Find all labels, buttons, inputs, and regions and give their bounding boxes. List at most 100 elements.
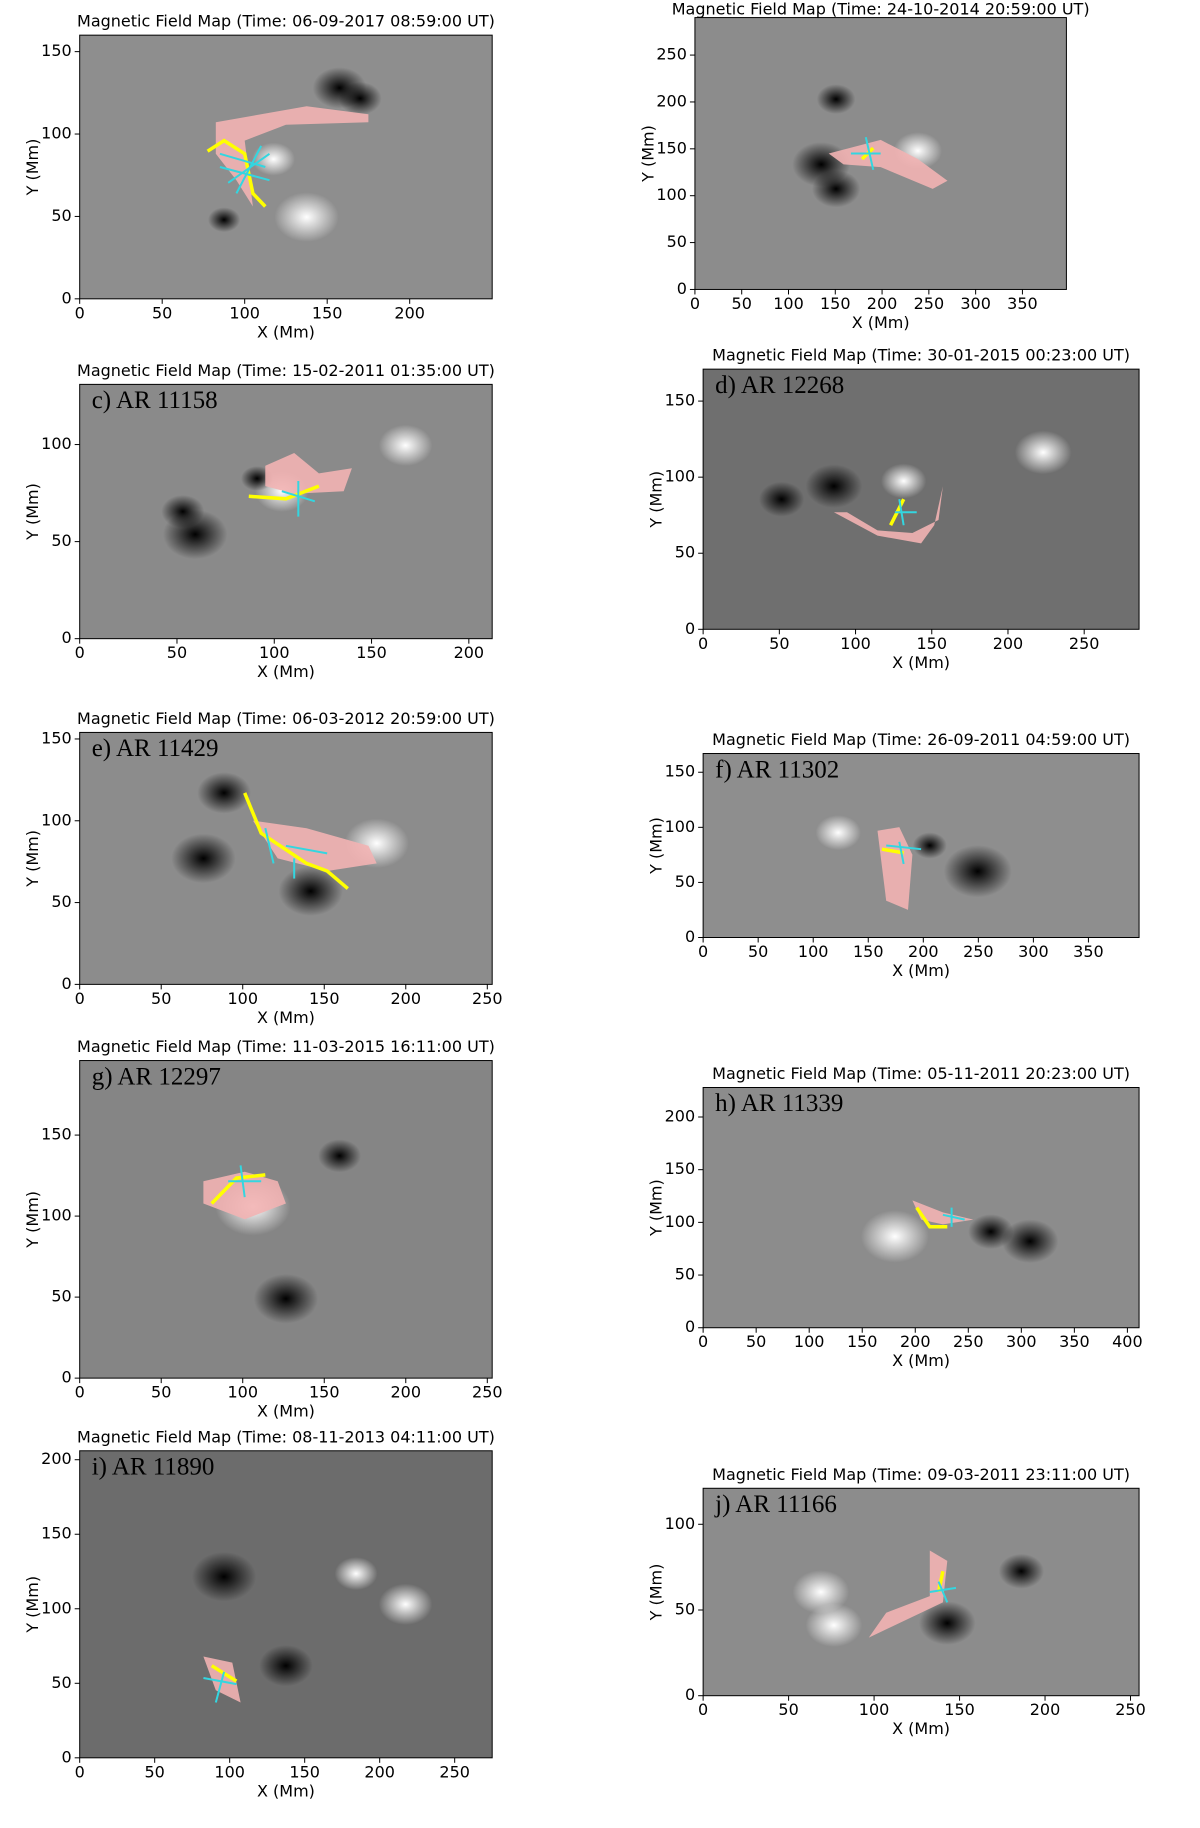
field-line (214, 1671, 226, 1703)
axes-frame (79, 1060, 493, 1379)
flux-patch (274, 192, 339, 242)
x-tick-label: 100 (229, 303, 260, 322)
y-tick-label: 50 (51, 1673, 71, 1692)
panel-label: f) AR 11302 (715, 756, 839, 783)
x-tick-label: 150 (312, 303, 343, 322)
y-tick-label: 150 (41, 728, 72, 747)
panel: 0 50 100 150 200 250 0 50 100 150 Magnetic Field M… (647, 346, 1140, 672)
y-tick-label: 150 (41, 41, 72, 60)
x-tick-label: 200 (993, 634, 1024, 653)
x-tick-label: 100 (259, 643, 290, 662)
x-tick-label: 50 (778, 1700, 798, 1719)
panel: 0 50 100 150 200 250 300 350 0 50 100 150 200 250 Magn… (638, 0, 1089, 332)
x-tick-label: 200 (900, 1332, 931, 1351)
flux-patch (918, 1601, 976, 1645)
flux-patch (860, 1210, 929, 1263)
x-tick-label: 0 (690, 294, 700, 313)
panel-label: h) AR 11339 (715, 1090, 843, 1117)
chart-title: Magnetic Field Map (Time: 24-10-2014 20:… (672, 0, 1090, 19)
x-tick-label: 0 (75, 643, 85, 662)
pil-curve (243, 792, 349, 890)
y-tick-label: 0 (62, 628, 72, 647)
x-tick-label: 100 (773, 294, 804, 313)
x-tick-label: 50 (732, 294, 752, 313)
flux-patch (334, 1557, 378, 1591)
panel-label: g) AR 12297 (92, 1063, 221, 1090)
x-tick-label: 250 (472, 989, 503, 1008)
axes-frame (79, 34, 493, 300)
y-axis-label: Y (Mm) (23, 139, 42, 197)
panel: 0 50 100 150 200 250 0 50 100 Magnetic Field Map … (647, 1465, 1146, 1738)
y-tick-label: 200 (665, 1107, 696, 1126)
chart-title: Magnetic Field Map (Time: 06-09-2017 08:… (77, 12, 495, 31)
field-line (942, 1213, 965, 1221)
field-line (219, 166, 270, 182)
x-tick-label: 150 (356, 643, 387, 662)
axes-frame (702, 1487, 1140, 1697)
flux-patch (880, 463, 927, 499)
x-tick-label: 50 (151, 1383, 171, 1402)
flux-patch (378, 1583, 433, 1625)
y-tick-label: 200 (656, 91, 687, 110)
axes-frame (79, 1450, 493, 1759)
x-tick-label: 250 (914, 294, 945, 313)
flux-patch (240, 466, 274, 491)
flux-patch (811, 170, 861, 208)
y-tick-label: 50 (51, 1287, 71, 1306)
field-line (886, 844, 922, 851)
field-line (281, 490, 316, 503)
x-tick-label: 100 (214, 1762, 245, 1781)
pil-curve (210, 1173, 266, 1205)
y-tick-label: 150 (41, 1524, 72, 1543)
y-axis-label: Y (Mm) (647, 817, 666, 875)
y-axis-label: Y (Mm) (647, 1564, 666, 1622)
x-tick-label: 150 (916, 634, 947, 653)
y-tick-label: 0 (62, 1747, 72, 1766)
flux-patch (252, 142, 296, 176)
x-tick-label: 250 (953, 1332, 984, 1351)
flux-patch (171, 833, 236, 884)
x-tick-label: 100 (840, 634, 871, 653)
x-axis-label: X (Mm) (257, 1008, 315, 1027)
x-tick-label: 50 (152, 303, 172, 322)
x-tick-label: 100 (227, 1383, 258, 1402)
flux-patch (943, 845, 1012, 898)
x-tick-label: 250 (1069, 634, 1100, 653)
y-tick-label: 100 (41, 1206, 72, 1225)
pil-curve (936, 1570, 945, 1593)
magnetogram (703, 1488, 1140, 1696)
ribbon-contour (252, 820, 377, 871)
x-axis-label: X (Mm) (892, 1719, 950, 1738)
y-tick-label: 50 (667, 232, 687, 251)
flux-patch (253, 1273, 319, 1324)
y-tick-label: 100 (665, 467, 696, 486)
x-tick-label: 0 (75, 989, 85, 1008)
y-tick-label: 0 (62, 288, 72, 307)
x-tick-label: 150 (847, 1332, 878, 1351)
flux-patch (197, 772, 251, 814)
panel: 0 50 100 150 200 250 0 50 100 150 200 Magnetic Fiel… (23, 1427, 495, 1800)
field-line (285, 844, 328, 855)
field-line (203, 1677, 237, 1686)
flux-patch (805, 464, 863, 509)
x-tick-label: 150 (944, 1700, 975, 1719)
x-axis-label: X (Mm) (892, 653, 950, 672)
x-tick-label: 0 (698, 634, 708, 653)
field-line (898, 841, 905, 865)
chart-title: Magnetic Field Map (Time: 11-03-2015 16:… (77, 1037, 495, 1056)
flux-patch (378, 424, 433, 467)
x-tick-label: 400 (1112, 1332, 1143, 1351)
chart-title: Magnetic Field Map (Time: 15-02-2011 01:… (77, 361, 495, 380)
panel: 0 50 100 150 200 250 300 350 400 0 50 100 150 200 Magn… (647, 1064, 1143, 1370)
x-tick-label: 0 (698, 1700, 708, 1719)
x-tick-label: 200 (867, 294, 898, 313)
x-tick-label: 50 (769, 634, 789, 653)
x-tick-label: 100 (227, 989, 258, 1008)
panel-label: d) AR 12268 (715, 372, 844, 399)
axes-frame (702, 753, 1140, 938)
x-tick-label: 350 (1007, 294, 1038, 313)
x-tick-label: 0 (698, 1332, 708, 1351)
y-axis-label: Y (Mm) (647, 471, 666, 529)
y-tick-label: 50 (675, 872, 695, 891)
